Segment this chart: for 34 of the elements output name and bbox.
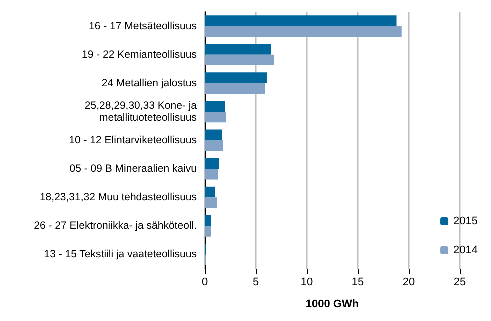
x-tick-label: 25 [454,276,466,288]
bar [205,101,226,112]
y-tick-label: 26 - 27 Elektroniikka- ja sähköteoll. [34,220,197,232]
bar [205,112,226,123]
y-tick-label: 16 - 17 Metsäteollisuus [89,20,197,32]
bar [205,215,212,226]
y-tick-label: 05 - 09 B Mineraalien kaivu [70,163,198,176]
bar [205,72,268,84]
x-tick-label: 5 [252,276,260,288]
bar [205,158,220,170]
bar [205,44,272,55]
bar [205,16,397,26]
bar [205,226,212,237]
bar [205,169,218,180]
bar [205,26,402,37]
x-tick-label: 20 [402,276,416,288]
bar [205,186,216,198]
bar [205,130,222,140]
y-tick-label: 25,28,29,30,33 Kone- ja metallituoteteollisuus [84,100,198,124]
x-axis-title: 1000 GWh [306,298,360,310]
bar [205,54,274,66]
legend-label: 2015 [454,216,478,228]
y-tick-label: 13 - 15 Tekstiili ja vaateteollisuus [44,248,197,261]
y-tick-label: 24 Metallien jalostus [102,77,197,90]
y-tick-label: 19 - 22 Kemianteollisuus [82,48,197,61]
legend-label: 2014 [454,244,478,256]
bar [205,198,218,208]
bar [205,140,224,152]
x-tick-label: 15 [352,276,364,288]
y-tick-label: 10 - 12 Elintarviketeollisuus [69,134,197,146]
bar [205,83,266,94]
y-tick-label: 18,23,31,32 Muu tehdasteollisuus [40,192,197,204]
x-tick-label: 10 [300,276,314,288]
x-tick-label: 0 [202,276,208,288]
